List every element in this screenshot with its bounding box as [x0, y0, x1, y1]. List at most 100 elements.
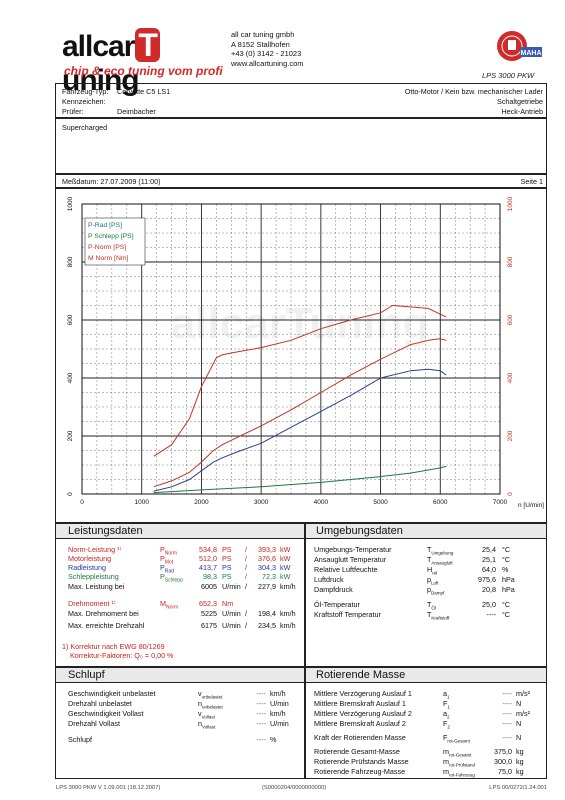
leistung-label: Max. erreichte Drehzahl	[68, 621, 145, 630]
leistung-symbol: PMot	[160, 554, 174, 566]
leistung-footnote-2: Korrektur-Faktoren: Q₀ = 0,00 %	[70, 651, 174, 660]
rotierende-unit: N	[516, 719, 522, 728]
rotierende-box	[305, 667, 547, 779]
schlupf-value: ----	[256, 689, 266, 698]
y-tick-label-left: 600	[67, 314, 74, 325]
rotierende-symbol: mrot-Fahrzeug	[443, 767, 475, 778]
y-tick-label-right: 800	[507, 256, 514, 267]
rotierende-symbol: F1	[443, 699, 450, 710]
gearbox-type: Schaltgetriebe	[497, 97, 543, 106]
umgebung-symbol: pLuft	[427, 575, 439, 586]
umgebung-symbol-sub: Kraftstoff	[431, 615, 450, 621]
umgebung-symbol: TÖl	[427, 600, 436, 611]
leistung-value-1: 98,3	[203, 572, 217, 581]
leistung-label: Max. Drehmoment bei	[68, 609, 139, 618]
footer-dyno-id: LPS 00/0272/1.24.001	[489, 785, 547, 791]
rotierende-symbol: mrot-Prüfstand	[443, 757, 476, 768]
x-tick-label: 6000	[433, 499, 448, 506]
umgebung-unit: hPa	[502, 575, 515, 584]
leistung-unit-1: U/min	[222, 621, 241, 630]
rotierende-label: Mittlere Verzögerung Auslauf 2	[314, 709, 412, 718]
umgebung-box	[305, 523, 547, 667]
leistung-value-1: 6005	[201, 582, 217, 591]
leistung-value-1: 6175	[201, 621, 217, 630]
umgebung-value: 25,1	[482, 555, 496, 564]
rotierende-value: 300,0	[494, 757, 512, 766]
y-tick-label-right: 0	[507, 492, 514, 496]
rotierende-symbol-sub: 1	[447, 704, 450, 710]
company-phone: +43 (0) 3142 - 21023	[231, 49, 302, 58]
series-line-3	[153, 305, 447, 457]
leistung-separator: /	[245, 582, 247, 591]
schlupf-value: ----	[256, 735, 266, 744]
y-tick-label-right: 400	[507, 372, 514, 383]
schlupf-unit: %	[270, 735, 277, 744]
schlupf-unit: U/min	[270, 699, 289, 708]
y-tick-label-left: 0	[67, 492, 74, 496]
x-tick-label: 4000	[314, 499, 329, 506]
rotierende-value: ----	[502, 699, 512, 708]
umgebung-title: Umgebungsdaten	[316, 525, 403, 537]
leistung-symbol: PSchlepp	[160, 572, 183, 584]
plot-area-border	[81, 203, 501, 495]
schlupf-symbol: vunbelastet	[198, 689, 223, 700]
leistung-value-2: 304,3	[258, 563, 276, 572]
leistung-unit-2: kW	[280, 563, 291, 572]
x-axis-label: n [U/min]	[518, 502, 544, 509]
leistung-unit-2: kW	[280, 572, 291, 581]
umgebung-value: ----	[486, 610, 496, 619]
schlupf-symbol-sub: Vollast	[201, 714, 215, 720]
leistung-footnote-1: 1) Korrektur nach EWG 80/1269	[62, 642, 165, 651]
leistung-label: Max. Leistung bei	[68, 582, 125, 591]
tester-label: Prüfer:	[62, 107, 84, 116]
umgebung-unit: °C	[502, 555, 511, 564]
svg-text:MAHA: MAHA	[521, 50, 542, 57]
leistung-unit-1: PS	[222, 572, 232, 581]
rotierende-unit: m/s²	[516, 689, 530, 698]
umgebung-symbol: Hrel	[427, 565, 438, 576]
umgebung-value: 975,6	[478, 575, 496, 584]
leistung-value-1: 512,0	[199, 554, 217, 563]
leistung-symbol: PNorm	[160, 545, 178, 557]
umgebung-symbol-sub: Öl	[431, 605, 436, 611]
rotierende-unit: kg	[516, 757, 524, 766]
x-tick-label: 3000	[254, 499, 269, 506]
leistung-unit-1: PS	[222, 563, 232, 572]
rotierende-symbol-sub: rot-Gesamt	[449, 752, 472, 758]
company-logo: allcar Tuning chip & eco tuning vom profi	[62, 26, 223, 97]
legend-entry: P-Norm [PS]	[88, 244, 126, 251]
leistung-value-1: 5225	[201, 609, 217, 618]
leistung-value-1: 534,8	[199, 545, 217, 554]
legend-entry: M Norm [Nm]	[88, 255, 129, 262]
umgebung-value: 64,0	[482, 565, 496, 574]
umgebung-symbol-sub: rel	[432, 570, 438, 576]
chart-legend: P-Rad [PS] P Schlepp [PS] P-Norm [PS] M Nor…	[84, 217, 146, 266]
rotierende-value: ----	[502, 709, 512, 718]
schlupf-symbol-sub: unbelastet	[201, 694, 223, 700]
dyno-model: LPS 3000 PKW	[482, 71, 535, 80]
footer-serial: (S0000204/0000000000)	[262, 785, 327, 791]
rotierende-symbol-sub: 2	[447, 724, 450, 730]
umgebung-label: Dampfdruck	[314, 585, 353, 594]
schlupf-symbol-sub: unbelastet	[202, 704, 223, 710]
company-name: all car tuning gmbh	[231, 30, 295, 39]
umgebung-symbol-sub: Umgebung	[431, 550, 454, 556]
leistung-value-2: 376,6	[258, 554, 276, 563]
note-box	[55, 118, 547, 174]
y-tick-label-left: 200	[67, 430, 74, 441]
umgebung-unit: °C	[502, 600, 511, 609]
rotierende-unit: N	[516, 699, 522, 708]
x-tick-label: 0	[80, 499, 84, 506]
schlupf-unit: km/h	[270, 689, 286, 698]
leistung-separator: /	[245, 609, 247, 618]
rotierende-value: 375,0	[494, 747, 512, 756]
rotierende-label: Rotierende Prüfstands Masse	[314, 757, 409, 766]
rotierende-label: Mittlere Verzögerung Auslauf 1	[314, 689, 412, 698]
logo-wordmark: allcar Tuning	[62, 28, 222, 98]
leistung-unit-2: km/h	[280, 582, 296, 591]
x-tick-label: 1000	[134, 499, 149, 506]
rotierende-value: ----	[502, 733, 512, 742]
umgebung-symbol: pDampf	[427, 585, 445, 596]
rotierende-symbol: mrot-Gesamt	[443, 747, 472, 758]
